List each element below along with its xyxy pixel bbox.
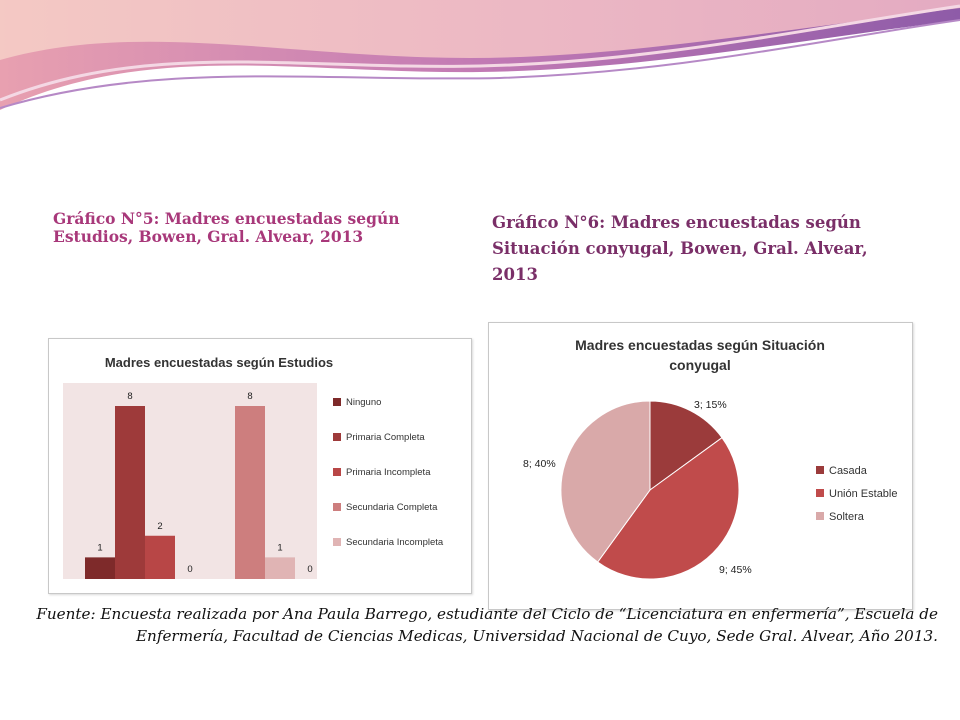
bar-value-label: 8	[127, 391, 132, 402]
legend-swatch	[333, 503, 341, 511]
plot-area	[63, 383, 317, 579]
chart6-title-line2: conyugal	[669, 357, 730, 373]
chart6-title-line1: Madres encuestadas según Situación	[575, 337, 825, 353]
legend-swatch	[333, 398, 341, 406]
pie-slice	[649, 400, 723, 491]
chart5-heading: Gráfico N°5: Madres encuestadas según Es…	[53, 209, 400, 246]
legend-label: Ninguno	[346, 397, 381, 408]
marital-status-chart-panel: Madres encuestadas según Situación conyug…	[488, 322, 913, 610]
chart6-heading: Gráfico N°6: Madres encuestadas según Si…	[492, 213, 868, 284]
pie-data-label: 3; 15%	[694, 399, 727, 411]
legend-label: Primaria Completa	[346, 432, 425, 443]
bar-value-label: 1	[277, 542, 282, 553]
legend-label: Primaria Incompleta	[346, 467, 431, 478]
bar	[145, 535, 175, 579]
legend-swatch	[816, 512, 824, 520]
education-bar-chart: Madres encuestadas según Estudios 1 8 2 0 8 1 0…	[63, 355, 444, 579]
legend-label: Secundaria Completa	[346, 502, 438, 513]
legend-label: Casada	[829, 465, 868, 477]
pie-slice	[596, 436, 740, 580]
pie-data-label: 9; 45%	[719, 564, 752, 576]
legend-swatch	[816, 466, 824, 474]
bar-value-label: 1	[97, 542, 102, 553]
bar-value-label: 0	[187, 564, 192, 575]
education-chart-panel: Madres encuestadas según Estudios 1 8 2 0 8 1 0…	[48, 338, 472, 594]
bar-value-label: 8	[247, 391, 252, 402]
bar-value-label: 2	[157, 521, 162, 532]
bar	[85, 557, 115, 579]
legend-swatch	[816, 489, 824, 497]
pie-slice	[560, 400, 651, 563]
bar	[115, 406, 145, 579]
pie-data-label: 8; 40%	[523, 458, 556, 470]
marital-status-pie-chart: Madres encuestadas según Situación conyug…	[523, 337, 898, 580]
legend-swatch	[333, 538, 341, 546]
legend-label: Unión Estable	[829, 488, 898, 500]
legend-label: Secundaria Incompleta	[346, 537, 444, 548]
legend-swatch	[333, 433, 341, 441]
legend-label: Soltera	[829, 511, 865, 523]
decorative-wave-banner	[0, 0, 960, 110]
bar-value-label: 0	[307, 564, 312, 575]
legend-swatch	[333, 468, 341, 476]
source-note: Fuente: Encuesta realizada por Ana Paula…	[36, 605, 938, 645]
bar	[235, 406, 265, 579]
chart5-title: Madres encuestadas según Estudios	[105, 355, 333, 370]
bar	[265, 557, 295, 579]
